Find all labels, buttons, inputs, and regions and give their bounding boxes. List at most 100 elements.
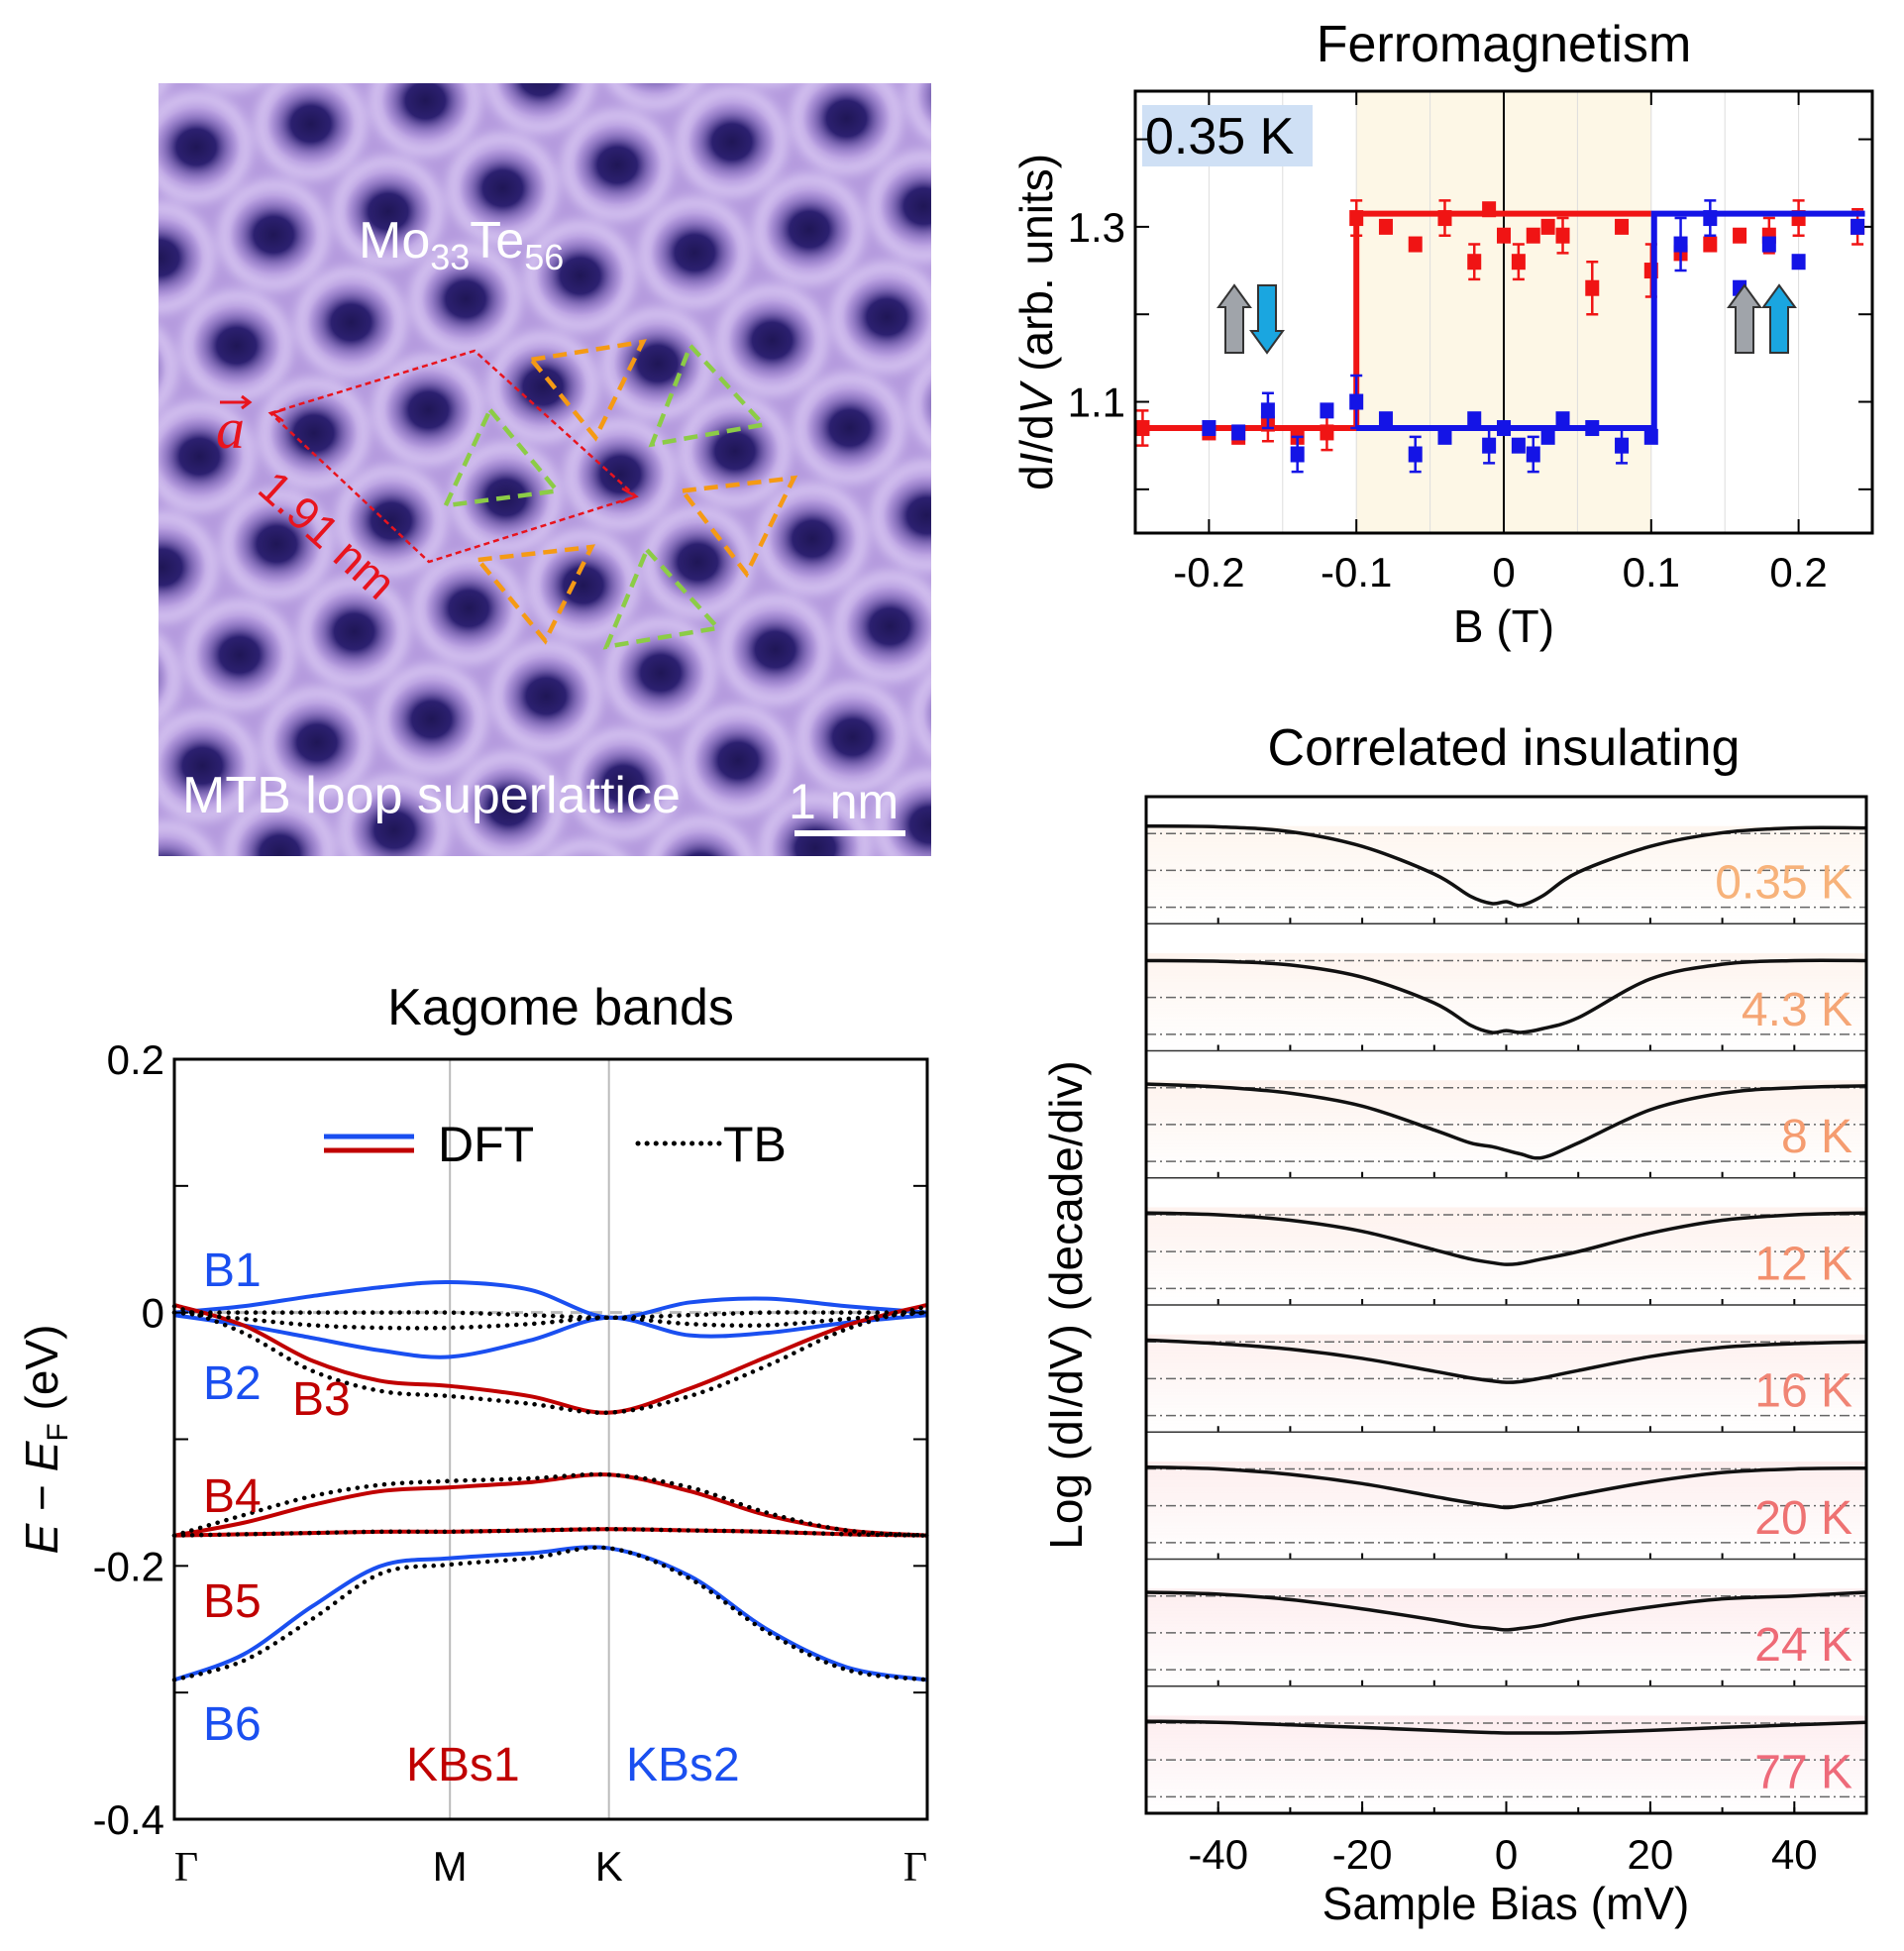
stm-hole [688, 102, 776, 182]
vector-arrow-icon [220, 394, 253, 410]
stm-ring [296, 268, 406, 378]
stm-hole [843, 276, 931, 357]
stm-hole [694, 720, 783, 801]
stm-hole [917, 83, 931, 125]
stm-ring [159, 203, 214, 313]
stm-hole [651, 212, 739, 292]
data-point [1482, 437, 1497, 454]
temperature-label: 4.3 K [1742, 984, 1852, 1036]
stm-hole [883, 476, 931, 556]
x-tick-label: 40 [1771, 1831, 1818, 1878]
x-tick-label: 0.2 [1769, 549, 1827, 596]
data-point [1202, 420, 1216, 437]
stm-hole [190, 0, 277, 76]
stm-ring [605, 618, 715, 728]
stm-ring [832, 262, 931, 372]
spectrum-panel: 16 K [1145, 1304, 1867, 1433]
data-point [1703, 210, 1718, 227]
k-point-label: Γ [174, 1845, 198, 1891]
data-point [1497, 420, 1511, 437]
data-point [1482, 201, 1497, 218]
stm-ring [566, 419, 676, 529]
stm-hole [880, 166, 931, 247]
stm-ring [225, 799, 335, 856]
band-label-b3: B3 [292, 1373, 351, 1426]
stm-hole [459, 148, 547, 228]
y-axis-label-part: I [1010, 452, 1062, 465]
temperature-label: 77 K [1754, 1746, 1852, 1798]
data-point [1349, 210, 1364, 227]
stm-hole [731, 609, 819, 690]
data-point [1585, 420, 1600, 437]
data-point [1540, 218, 1555, 235]
data-point [1511, 437, 1526, 454]
stm-hole [159, 527, 206, 607]
dashed-triangle [678, 475, 798, 579]
stm-ring [717, 285, 827, 395]
stm-hole [502, 656, 590, 736]
stm-hole [272, 703, 361, 783]
spectrum-curve [1145, 1211, 1867, 1266]
ferromagnetism-chart: 0.35 K -0.2 -0.1 0 0.1 0.2 1.1 1.3 Ferromagnetis… [1010, 16, 1874, 652]
stm-ring [792, 83, 901, 173]
data-point [1526, 227, 1540, 244]
spin-down-arrow-icon [1249, 284, 1285, 355]
stm-ring [608, 83, 701, 109]
kagome-band-set-label: KBs2 [626, 1739, 740, 1791]
stm-ring [677, 87, 787, 197]
data-point [1585, 279, 1600, 296]
data-point [1615, 218, 1630, 235]
stm-hole [159, 652, 169, 704]
stm-ring [454, 752, 564, 856]
x-tick-label: -0.1 [1321, 549, 1392, 596]
data-point [1555, 411, 1570, 428]
stm-hole [307, 282, 395, 363]
y-axis-label: Log (dI/dV) (decade/div) [1040, 1060, 1092, 1550]
data-point [1761, 236, 1776, 253]
dft-band-b2 [173, 1313, 928, 1359]
data-point [1467, 254, 1482, 271]
spin-up-arrow-icon [1216, 283, 1252, 354]
stm-ring [159, 401, 255, 511]
stm-ring [373, 355, 483, 465]
panel-background [1146, 1080, 1866, 1178]
spectrum-curve [1145, 1338, 1867, 1384]
stm-hole [808, 698, 897, 778]
stm-ring [159, 512, 217, 622]
stm-hole [920, 379, 931, 431]
spectrum-panel: 12 K [1145, 1177, 1867, 1305]
stm-hole [192, 305, 280, 385]
stm-ring [411, 244, 521, 354]
stm-ring [875, 770, 931, 856]
tb-band [171, 1304, 930, 1416]
x-tick-label: -20 [1332, 1831, 1393, 1878]
band-label-b1: B1 [203, 1245, 262, 1297]
stm-ring [869, 152, 931, 262]
spectrum-panel: 24 K [1145, 1558, 1867, 1686]
y-axis-label-part: V [1010, 379, 1062, 414]
y-axis-label-part: E [16, 1440, 67, 1471]
stm-ring [797, 683, 907, 793]
data-point [1733, 227, 1747, 244]
stm-hole [266, 83, 355, 163]
data-point [1511, 254, 1526, 271]
y-axis-label: dI/dV (arb. units) [1010, 154, 1062, 490]
x-tick-label: 0 [1495, 1831, 1518, 1878]
stm-ring [485, 83, 594, 133]
temperature-label: 0.35 K [1715, 857, 1852, 910]
data-point [1378, 218, 1393, 235]
y-axis-label-part: d [1010, 465, 1062, 490]
plot-frame [172, 1057, 929, 1821]
spin-up-arrow-icon [1761, 283, 1797, 354]
stm-hole [233, 504, 321, 585]
kagome-bands-chart: -0.4 -0.2 0 0.2 Γ M K Γ DFT TB B1 B2 B3 B4 B5 B6 KBs1 KBs… [16, 979, 930, 1891]
stm-hole [728, 300, 816, 380]
chart-title: Correlated insulating [1268, 719, 1741, 777]
data-point [1437, 210, 1452, 227]
stm-ring [754, 174, 864, 284]
stm-image-panel: Mo33Te56 a 1.91 nm MTB loop superlattice… [159, 0, 931, 856]
stm-ring [643, 507, 753, 617]
data-point [1408, 236, 1423, 253]
stm-ring [222, 489, 332, 599]
